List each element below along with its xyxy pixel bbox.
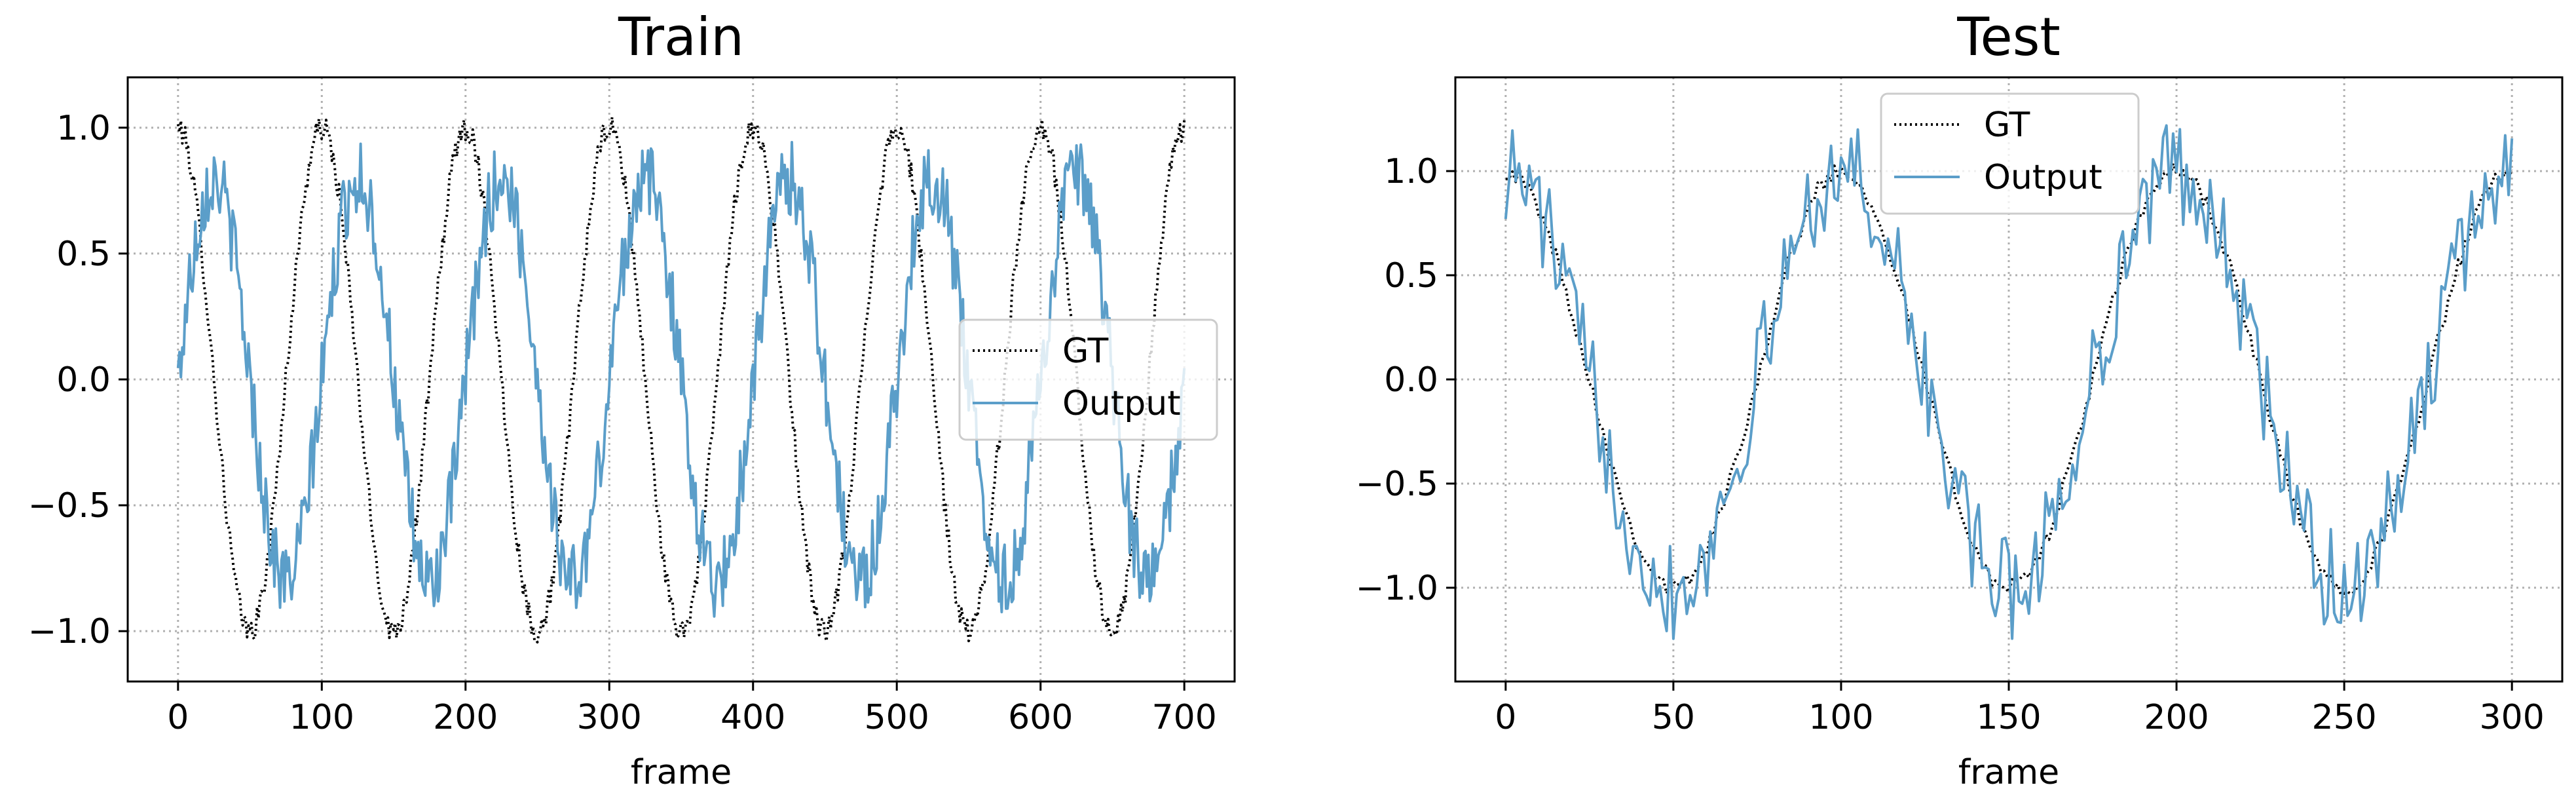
train-legend: GT Output <box>958 318 1218 441</box>
y-tick-label: 1.0 <box>56 109 111 148</box>
train-legend-output-label: Output <box>1062 384 1181 423</box>
y-tick-label: −1.0 <box>1356 569 1438 608</box>
series-line-output <box>176 141 1186 618</box>
x-tick-label: 700 <box>1152 698 1217 737</box>
x-tick-label: 250 <box>2311 698 2376 737</box>
train-x-ticks: 0 100 200 300 400 500 600 700 <box>167 681 1217 737</box>
x-tick-label: 100 <box>289 698 354 737</box>
x-tick-label: 300 <box>2480 698 2545 737</box>
test-legend: GT Output <box>1880 92 2140 215</box>
train-chart: 0 100 200 300 400 500 600 700 −1.0 −0.5 0.0 0.5 1.0… <box>28 7 1236 792</box>
test-x-axis-label: frame <box>1958 753 2059 792</box>
x-tick-label: 200 <box>2144 698 2209 737</box>
y-tick-label: 0.5 <box>1384 256 1438 296</box>
x-tick-label: 100 <box>1808 698 1873 737</box>
test-legend-gt-label: GT <box>1984 106 2030 145</box>
x-tick-label: 300 <box>577 698 642 737</box>
x-tick-label: 600 <box>1008 698 1073 737</box>
x-tick-label: 150 <box>1976 698 2041 737</box>
test-legend-box <box>1880 92 2140 215</box>
test-x-ticks: 0 50 100 150 200 250 300 <box>1495 681 2545 737</box>
train-x-axis-label: frame <box>631 753 732 792</box>
train-title: Train <box>618 7 744 67</box>
x-tick-label: 0 <box>1495 698 1516 737</box>
y-tick-label: −0.5 <box>28 486 111 526</box>
series-line-output <box>1504 124 2514 640</box>
y-tick-label: 0.0 <box>1384 360 1438 400</box>
x-tick-label: 50 <box>1652 698 1695 737</box>
y-tick-label: 0.0 <box>56 360 111 400</box>
y-tick-label: 0.5 <box>56 235 111 274</box>
test-chart: 0 50 100 150 200 250 300 −1.0 −0.5 0.0 0.5 1.0 Tes… <box>1356 7 2564 792</box>
test-lines <box>1504 124 2514 640</box>
y-tick-label: 1.0 <box>1384 152 1438 191</box>
x-tick-label: 0 <box>167 698 189 737</box>
train-legend-box <box>958 318 1218 441</box>
series-line-gt <box>1505 162 2514 596</box>
series-line-gt <box>176 116 1186 643</box>
test-title: Test <box>1956 7 2061 67</box>
x-tick-label: 200 <box>433 698 498 737</box>
test-legend-output-label: Output <box>1984 158 2102 197</box>
x-tick-label: 500 <box>865 698 929 737</box>
test-y-ticks: −1.0 −0.5 0.0 0.5 1.0 <box>1356 152 1455 608</box>
test-gridlines <box>1455 77 2562 681</box>
train-legend-gt-label: GT <box>1062 332 1108 371</box>
y-tick-label: −1.0 <box>28 612 111 651</box>
x-tick-label: 400 <box>720 698 785 737</box>
train-y-ticks: −1.0 −0.5 0.0 0.5 1.0 <box>28 109 128 651</box>
y-tick-label: −0.5 <box>1356 465 1438 504</box>
train-lines <box>176 116 1186 643</box>
